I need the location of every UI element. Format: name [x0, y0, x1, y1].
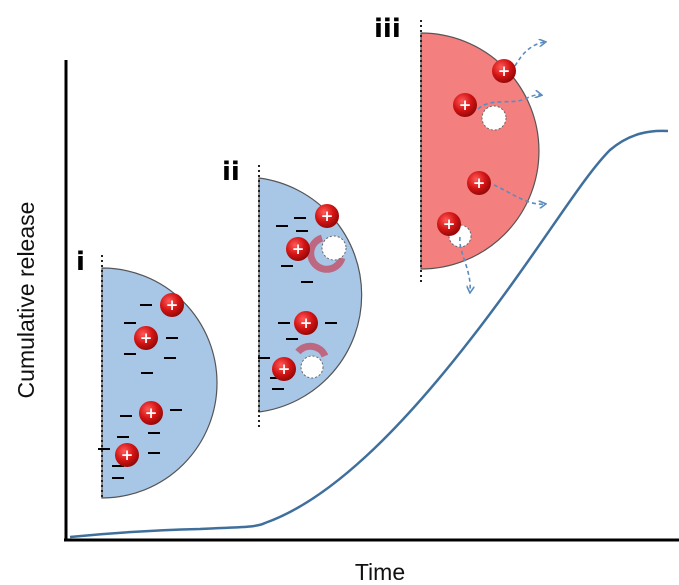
y-axis-title: Cumulative release [13, 202, 39, 399]
svg-text:+: + [473, 174, 486, 192]
svg-text:+: + [166, 296, 179, 314]
stage-i-charges [98, 304, 182, 479]
stage-i-cation-1: + [160, 293, 184, 317]
stage-i-label: i [76, 247, 85, 277]
svg-text:+: + [498, 62, 511, 80]
stage-iii-particle [420, 32, 540, 270]
stage-ii-cation-2: + [286, 237, 310, 261]
svg-text:+: + [121, 446, 134, 464]
stage-ii-charges [258, 217, 337, 390]
stage-ii-cation-1: + [315, 204, 339, 228]
stage-iii-cation-3: + [467, 171, 491, 195]
stage-i: i + + + [76, 247, 218, 500]
stage-ii-cation-4: + [272, 357, 296, 381]
stage-ii-pore-2 [295, 342, 329, 379]
release-arrow-1 [514, 42, 545, 67]
release-curve [69, 129, 669, 539]
svg-text:+: + [145, 404, 158, 422]
release-arrow-4 [459, 236, 470, 292]
svg-text:+: + [321, 207, 334, 225]
stage-i-cation-4: + [115, 443, 139, 467]
stage-iii-pore-1 [481, 105, 507, 131]
stage-iii-cation-4: + [437, 212, 461, 236]
release-arrow-3 [493, 184, 545, 204]
stage-ii-pore-1 [307, 234, 347, 273]
stage-iii-cation-1: + [492, 59, 516, 83]
release-arrow-2 [477, 95, 541, 110]
stage-i-particle [101, 267, 218, 499]
svg-text:+: + [300, 314, 313, 332]
svg-text:+: + [459, 96, 472, 114]
stage-ii: ii + + [222, 157, 363, 428]
svg-text:+: + [140, 329, 153, 347]
stage-i-cation-3: + [139, 401, 163, 425]
svg-text:+: + [292, 240, 305, 258]
x-axis-title: Time [355, 559, 405, 585]
stage-iii: iii + + + + [374, 14, 545, 292]
stage-ii-cation-3: + [294, 311, 318, 335]
svg-text:+: + [278, 360, 291, 378]
stage-iii-label: iii [374, 14, 401, 44]
stage-ii-label: ii [222, 157, 240, 187]
stage-iii-cation-2: + [453, 93, 477, 117]
svg-text:+: + [443, 215, 456, 233]
stage-i-cation-2: + [134, 326, 158, 350]
